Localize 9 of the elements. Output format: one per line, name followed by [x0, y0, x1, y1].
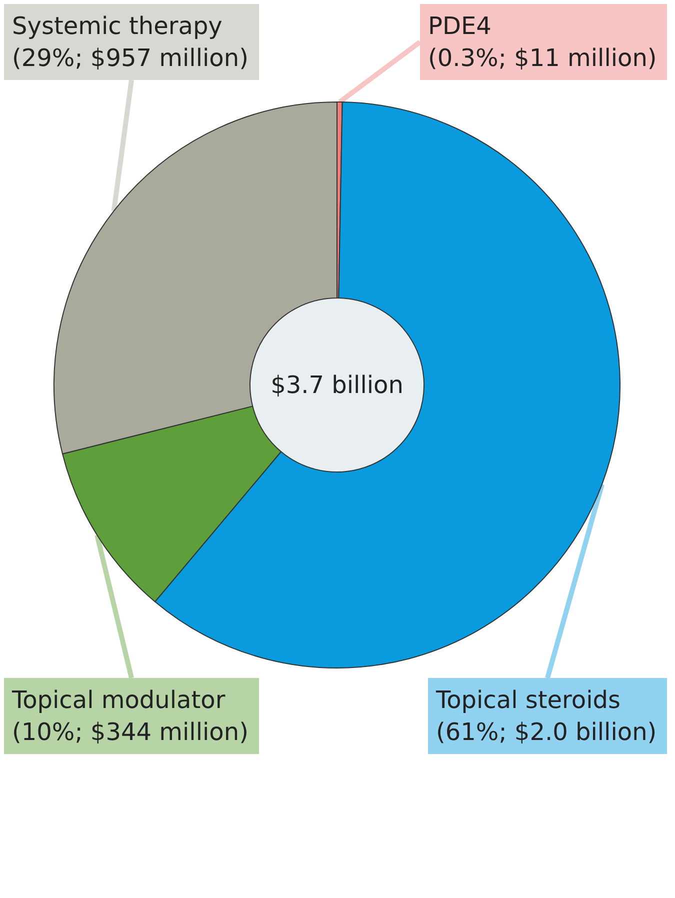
slice-label: Topical steroids [435, 686, 620, 714]
text: $3.7 billion [270, 371, 404, 399]
data-label: (61%; $2.0 billion) [436, 718, 657, 746]
data-label: (10%; $344 million) [12, 718, 248, 746]
slice-label: Topical modulator [11, 686, 226, 714]
slice-label: Systemic therapy [12, 12, 222, 40]
data-label: (0.3%; $11 million) [428, 44, 657, 72]
data-label: (29%; $957 million) [12, 44, 248, 72]
slice-label: PDE4 [428, 12, 492, 40]
